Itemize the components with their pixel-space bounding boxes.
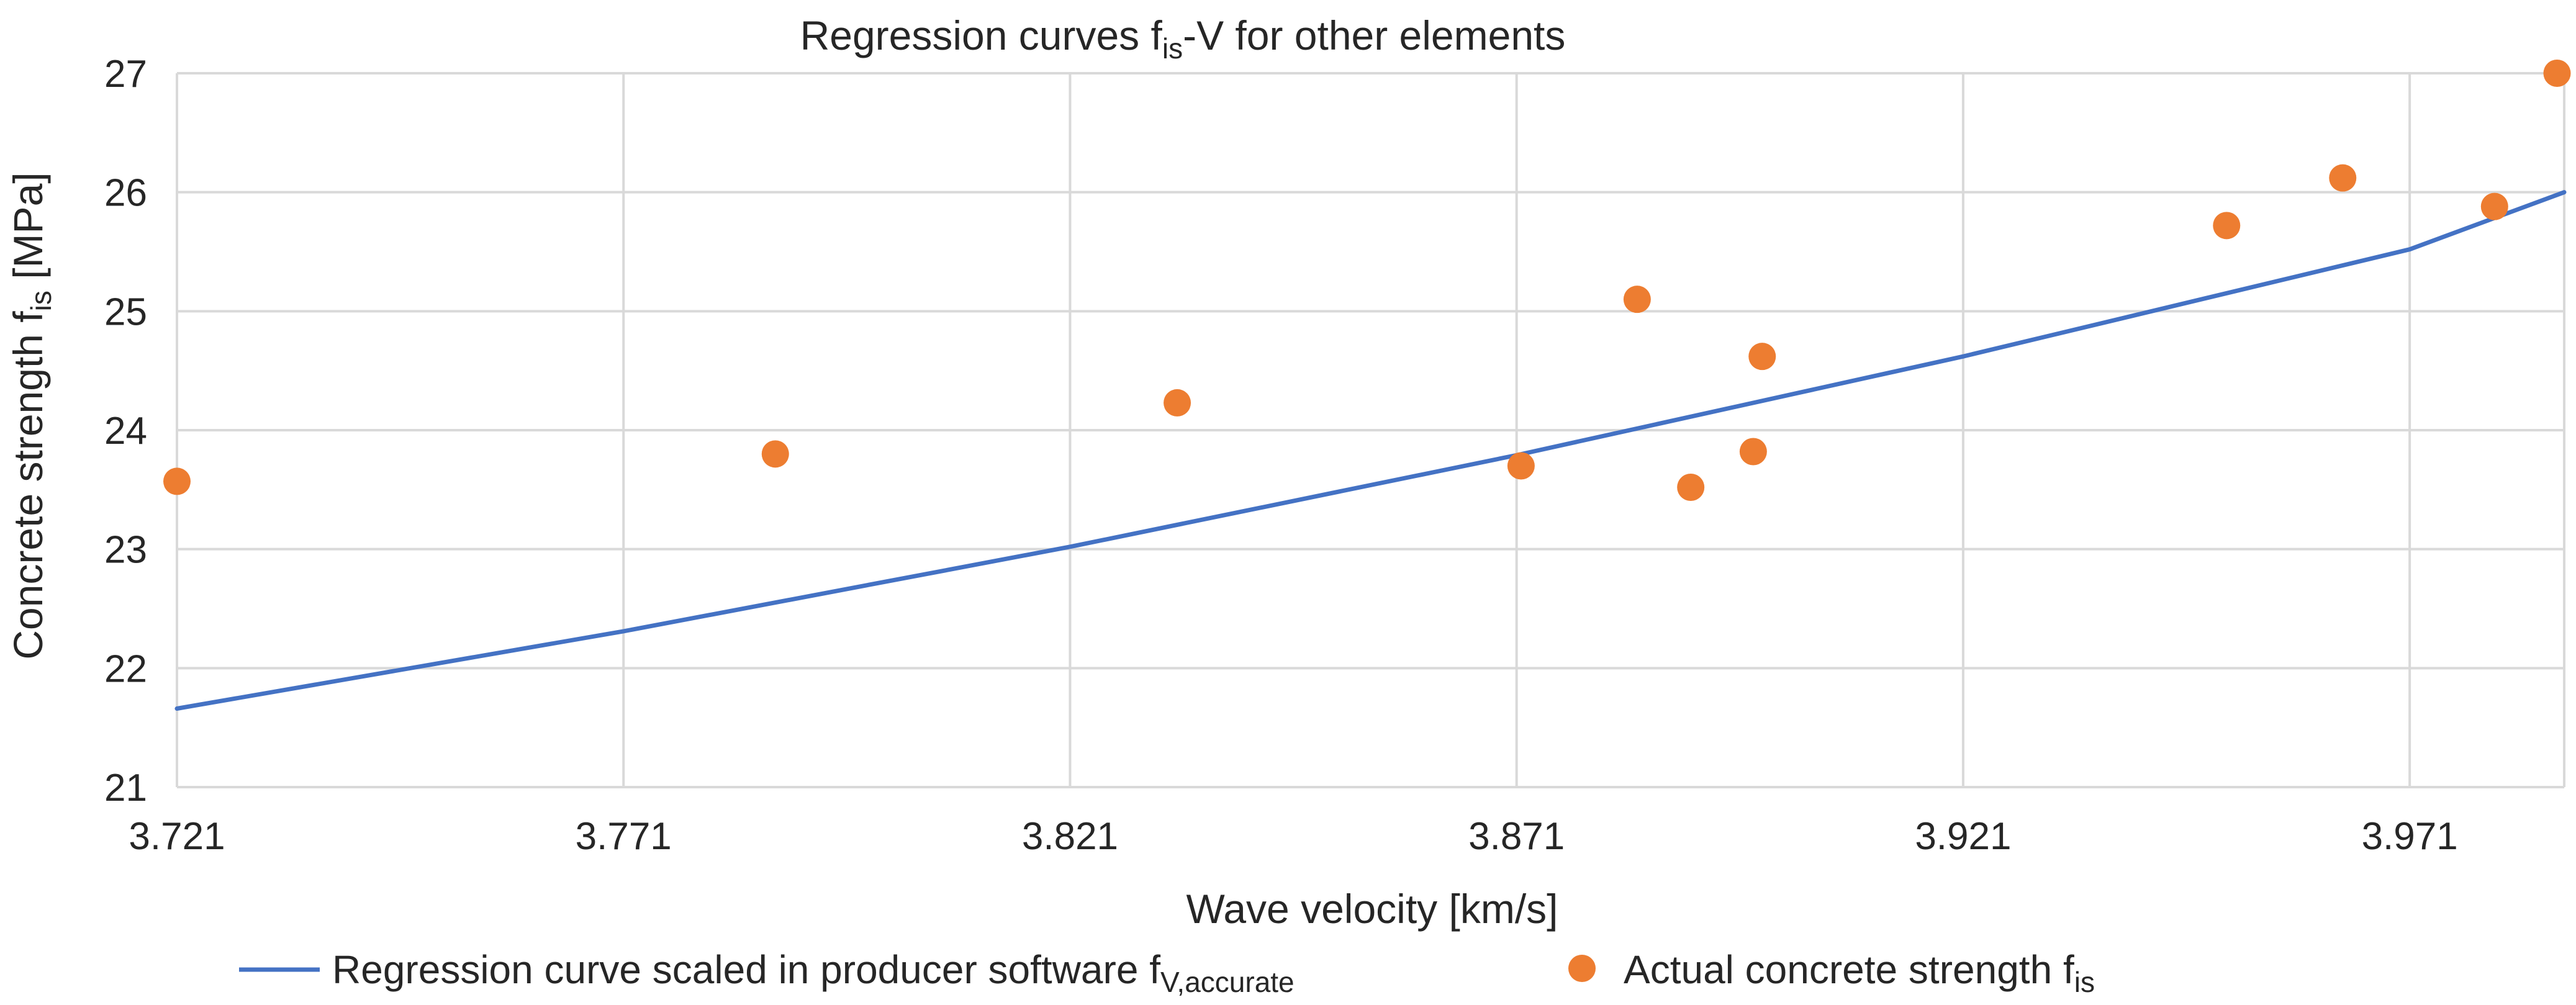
legend: Regression curve scaled in producer soft… [239, 947, 2095, 998]
legend-label-regression: Regression curve scaled in producer soft… [332, 947, 1295, 998]
y-tick-label: 23 [104, 529, 147, 572]
data-point [1748, 343, 1776, 371]
y-axis-title: Concrete strength fis [MPa] [5, 172, 57, 659]
data-point [2213, 212, 2241, 240]
y-tick-label: 22 [104, 647, 147, 690]
data-point [2543, 60, 2571, 87]
legend-label-actual: Actual concrete strength fis [1624, 947, 2095, 998]
x-axis-ticks: 3.721 3.771 3.821 3.871 3.921 3.971 [129, 815, 2457, 858]
data-point [1164, 389, 1191, 417]
x-tick-label: 3.721 [129, 815, 225, 858]
legend-item-regression[interactable]: Regression curve scaled in producer soft… [239, 947, 1295, 998]
y-tick-label: 25 [104, 291, 147, 333]
y-tick-label: 24 [104, 410, 147, 453]
legend-swatch-marker [1568, 955, 1596, 982]
x-tick-label: 3.771 [576, 815, 672, 858]
legend-item-actual[interactable]: Actual concrete strength fis [1568, 947, 2095, 998]
data-point [761, 440, 789, 468]
data-point [163, 467, 191, 495]
gridlines [176, 72, 2565, 788]
data-point [1739, 438, 1767, 466]
data-point [2329, 164, 2357, 192]
data-point [1507, 452, 1535, 480]
chart-title: Regression curves fis-V for other elemen… [800, 12, 1566, 65]
x-tick-label: 3.921 [1915, 815, 2011, 858]
actual-strength-series [163, 60, 2571, 501]
x-tick-label: 3.821 [1022, 815, 1118, 858]
y-tick-label: 26 [104, 172, 147, 215]
data-point [1623, 286, 1651, 313]
x-axis-title: Wave velocity [km/s] [1186, 886, 1558, 932]
y-axis-ticks: 21 22 23 24 25 26 27 [104, 53, 147, 809]
y-tick-label: 27 [104, 53, 147, 96]
y-tick-label: 21 [104, 767, 147, 809]
data-point [2480, 192, 2508, 220]
x-tick-label: 3.971 [2362, 815, 2458, 858]
data-point [1677, 474, 1705, 501]
regression-series [174, 190, 2567, 711]
regression-curve-line [174, 190, 2567, 711]
x-tick-label: 3.871 [1468, 815, 1565, 858]
